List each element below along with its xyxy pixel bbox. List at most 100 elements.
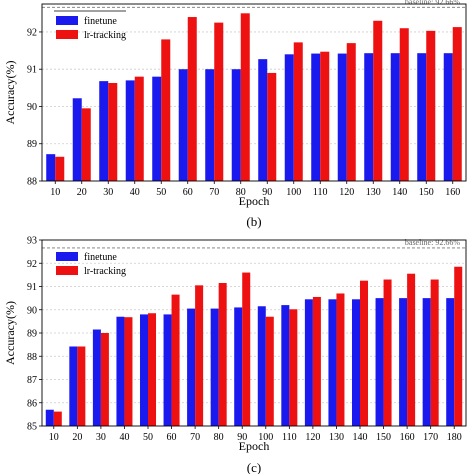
y-tick-label: 87 [27, 375, 37, 386]
x-tick-label: 50 [156, 187, 166, 198]
bar-lr-tracking-120 [346, 43, 356, 182]
x-tick-label: 70 [209, 187, 219, 198]
y-tick-label: 90 [27, 102, 37, 113]
bar-lr-tracking-70 [214, 22, 224, 182]
bar-lr-tracking-30 [100, 333, 109, 426]
y-tick-label: 92 [27, 259, 37, 270]
x-tick-label: 160 [400, 432, 415, 443]
bar-lr-tracking-40 [124, 317, 133, 426]
bar-finetune-70 [205, 69, 215, 181]
bar-finetune-80 [231, 69, 241, 181]
panel-caption: (c) [247, 460, 261, 474]
x-tick-label: 10 [50, 187, 60, 198]
bar-finetune-90 [234, 307, 243, 426]
bar-lr-tracking-180 [454, 266, 463, 426]
bar-finetune-50 [152, 76, 162, 181]
x-tick-label: 60 [167, 432, 177, 443]
bar-lr-tracking-50 [161, 39, 171, 182]
bar-lr-tracking-150 [383, 279, 392, 426]
x-tick-label: 180 [447, 432, 462, 443]
x-tick-label: 130 [329, 432, 344, 443]
bar-finetune-150 [417, 53, 427, 181]
chart-panel-c: 85 86 87 88 89 90 91 92 93 baseline: 92.66% 10 20 30… [3, 236, 467, 474]
bar-lr-tracking-60 [187, 17, 197, 182]
bar-lr-tracking-20 [81, 108, 91, 181]
y-tick-label: 88 [27, 352, 37, 363]
bar-finetune-160 [443, 53, 453, 181]
legend-label: lr-tracking [84, 266, 126, 277]
x-tick-label: 90 [262, 187, 272, 198]
bar-finetune-160 [399, 298, 408, 426]
bar-finetune-60 [163, 314, 172, 426]
y-tick-label: 91 [27, 65, 37, 76]
x-tick-label: 10 [49, 432, 59, 443]
bar-finetune-100 [257, 306, 266, 426]
bar-finetune-100 [284, 54, 294, 181]
x-tick-label: 100 [258, 432, 273, 443]
x-tick-label: 150 [419, 187, 434, 198]
bar-finetune-180 [446, 298, 455, 426]
y-tick-label: 91 [27, 282, 37, 293]
bar-lr-tracking-110 [320, 51, 330, 182]
y-tick-label: 86 [27, 398, 37, 409]
x-tick-label: 40 [119, 432, 129, 443]
bar-finetune-20 [72, 98, 82, 181]
plot-frame [41, 239, 467, 427]
bar-lr-tracking-130 [373, 20, 383, 182]
legend-swatch-lr-tracking [56, 266, 78, 275]
bar-finetune-80 [210, 308, 219, 426]
panel-caption: (b) [246, 214, 261, 229]
bar-lr-tracking-150 [426, 30, 436, 182]
x-tick-label: 170 [423, 432, 438, 443]
x-tick-label: 30 [96, 432, 106, 443]
legend-label: finetune [84, 16, 117, 27]
x-tick-label: 90 [237, 432, 247, 443]
bar-finetune-10 [46, 154, 56, 181]
x-tick-label: 70 [190, 432, 200, 443]
legend-swatch-finetune [56, 16, 78, 25]
baseline-label: baseline: 92.66% [405, 238, 460, 247]
bar-finetune-20 [69, 346, 78, 426]
bar-finetune-120 [337, 53, 347, 182]
y-tick-label: 85 [27, 422, 37, 433]
x-tick-label: 160 [445, 187, 460, 198]
x-tick-label: 80 [214, 432, 224, 443]
legend-label: lr-tracking [84, 30, 126, 41]
x-tick-label: 120 [305, 432, 320, 443]
bar-lr-tracking-110 [289, 309, 298, 426]
bar-finetune-130 [364, 53, 374, 181]
bar-lr-tracking-120 [312, 296, 321, 426]
bar-lr-tracking-20 [77, 346, 86, 426]
x-tick-label: 30 [103, 187, 113, 198]
y-tick-label: 88 [27, 177, 37, 188]
bar-lr-tracking-80 [240, 13, 250, 181]
bar-lr-tracking-160 [407, 273, 416, 426]
bar-lr-tracking-90 [267, 72, 277, 181]
legend-swatch-lr-tracking [56, 30, 78, 39]
y-axis-label: Accuracy(%) [3, 61, 17, 125]
bar-lr-tracking-170 [430, 279, 439, 426]
bar-finetune-120 [304, 299, 313, 426]
bar-lr-tracking-50 [148, 313, 157, 426]
bar-lr-tracking-90 [242, 272, 251, 426]
y-axis-label: Accuracy(%) [3, 301, 17, 365]
x-axis-label: Epoch [239, 194, 270, 208]
y-tick-label: 92 [27, 27, 37, 38]
bar-finetune-40 [116, 316, 125, 426]
bar-lr-tracking-10 [55, 156, 65, 181]
bar-finetune-30 [99, 81, 109, 181]
bar-lr-tracking-70 [195, 285, 204, 426]
x-tick-label: 140 [353, 432, 368, 443]
bar-finetune-10 [45, 409, 54, 426]
x-tick-label: 40 [130, 187, 140, 198]
bar-finetune-110 [311, 53, 321, 182]
bar-lr-tracking-140 [399, 28, 409, 181]
bar-lr-tracking-140 [360, 280, 369, 426]
bar-finetune-40 [125, 80, 135, 181]
bar-finetune-140 [390, 53, 400, 181]
y-tick-label: 90 [27, 305, 37, 316]
bar-finetune-110 [281, 305, 290, 426]
x-tick-label: 150 [376, 432, 391, 443]
bar-lr-tracking-10 [53, 411, 62, 426]
